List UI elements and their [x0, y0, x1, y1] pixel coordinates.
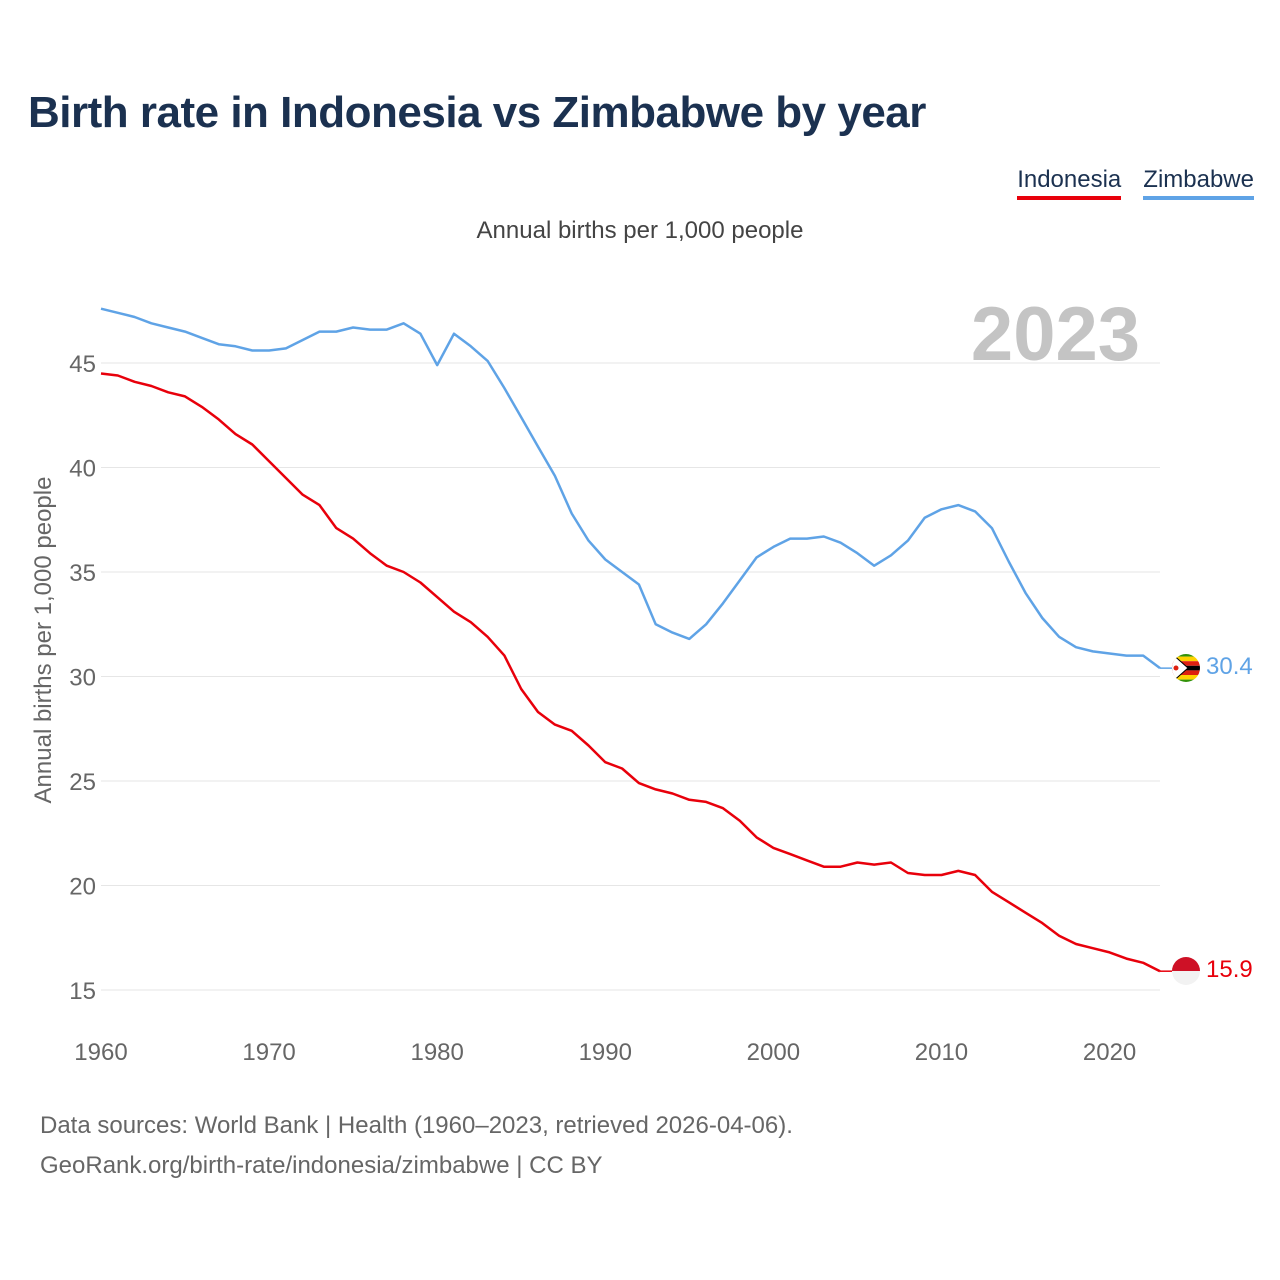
current-year-label: 2023	[971, 292, 1140, 377]
grid-lines	[101, 362, 1160, 991]
indonesia-end-value: 15.9	[1206, 956, 1253, 983]
x-tick-label: 2010	[915, 1039, 968, 1066]
series-line-zimbabwe[interactable]	[100, 307, 1161, 670]
data-source-text: Data sources: World Bank | Health (1960–…	[40, 1112, 793, 1139]
x-axis-ticks: 1960 1970 1980 1990 2000 2010 2020	[74, 1039, 1136, 1066]
series-line-indonesia[interactable]	[100, 372, 1161, 973]
x-tick-label: 1980	[410, 1039, 463, 1066]
y-tick-label: 30	[69, 665, 96, 692]
series-lines	[100, 307, 1172, 973]
y-tick-label: 35	[69, 560, 96, 587]
y-axis-ticks: 15 20 25 30 35 40 45	[69, 351, 96, 1005]
y-tick-label: 40	[69, 456, 96, 483]
chart-subtitle: Annual births per 1,000 people	[476, 217, 804, 244]
y-tick-label: 20	[69, 874, 96, 901]
x-tick-label: 2020	[1083, 1039, 1136, 1066]
x-tick-label: 2000	[747, 1039, 800, 1066]
x-tick-label: 1990	[579, 1039, 632, 1066]
attribution-link[interactable]: GeoRank.org/birth-rate/indonesia/zimbabw…	[40, 1152, 603, 1179]
y-axis-title: Annual births per 1,000 people	[30, 477, 57, 804]
x-tick-label: 1960	[74, 1039, 127, 1066]
y-tick-label: 25	[69, 769, 96, 796]
legend-item-zimbabwe[interactable]: Zimbabwe	[1143, 166, 1254, 200]
footer: Data sources: World Bank | Health (1960–…	[40, 1106, 793, 1186]
legend-item-indonesia[interactable]: Indonesia	[1017, 166, 1122, 200]
x-tick-label: 1970	[242, 1039, 295, 1066]
chart-title: Birth rate in Indonesia vs Zimbabwe by y…	[28, 88, 926, 137]
y-tick-label: 45	[69, 351, 96, 378]
zimbabwe-flag-icon	[1172, 654, 1200, 682]
indonesia-flag-icon	[1172, 957, 1200, 985]
y-tick-label: 15	[69, 978, 96, 1005]
zimbabwe-end-value: 30.4	[1206, 653, 1253, 680]
legend: Indonesia Zimbabwe	[1017, 166, 1254, 200]
